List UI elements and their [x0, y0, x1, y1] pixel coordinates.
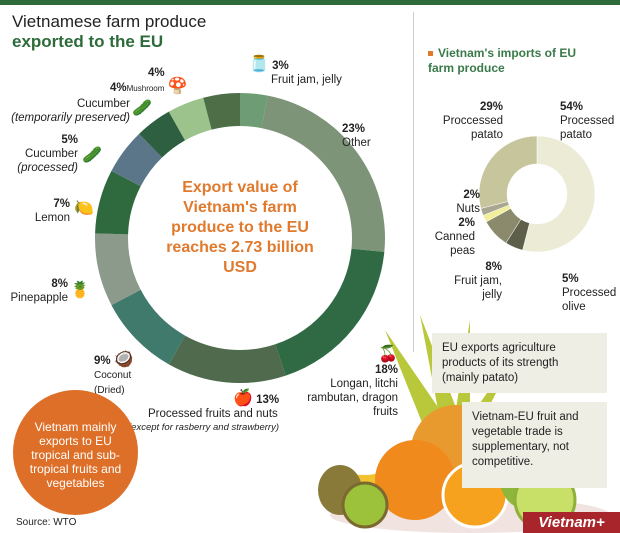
label-other: 23% Other [342, 123, 371, 149]
label-fruit-jam: 🫙 3% Fruit jam, jelly [249, 56, 342, 87]
label-cucumber-processed: 5% Cucumber (processed) [17, 134, 78, 174]
export-donut [95, 93, 385, 384]
orange-fruit [375, 440, 455, 520]
mushroom-icon: 🍄 [167, 78, 188, 95]
cucumber-icon: 🥒 [82, 147, 102, 164]
donut-slice-10 [203, 93, 240, 130]
label-pineapple: 8% Pinepapple [10, 278, 68, 304]
divider [413, 12, 414, 352]
label-imp-nuts: 2% Nuts [456, 189, 480, 215]
bullet-icon [428, 51, 433, 57]
donut-slice-9 [168, 97, 212, 141]
trade-note: Vietnam-EU fruit and vegetable trade is … [462, 402, 607, 488]
note-circle: Vietnam mainly exports to EU tropical an… [13, 390, 138, 515]
donut-slice-5 [95, 233, 141, 306]
center-text: Export value of Vietnam's farm produce t… [166, 179, 314, 276]
label-lemon: 7% Lemon [34, 198, 70, 224]
jar-icon: 🫙 [249, 56, 269, 73]
top-bar [0, 0, 620, 5]
eu-exports-note: EU exports agriculture products of its s… [432, 333, 607, 393]
source: Source: WTO [16, 517, 77, 528]
vietnamplus-logo: Vietnam+ [523, 512, 620, 533]
label-imp-proccessed-patato: 29% Proccessed patato [442, 101, 503, 141]
label-top-4pct: 4% [148, 67, 165, 79]
title-line2: exported to the EU [12, 32, 164, 51]
donut-slice-2 [275, 248, 385, 376]
label-processed-fruits: 🍎 13% Processed fruits and nuts (except … [128, 390, 280, 434]
donut-slice-3 [168, 335, 286, 384]
donut-slice-4 [111, 289, 186, 365]
lemon-icon: 🍋 [74, 200, 94, 217]
fruit-icon: 🍎 [233, 390, 253, 407]
coconut-icon: 🥥 [113, 351, 134, 368]
label-imp-processed-patato: 54% Processed patato [560, 101, 615, 141]
lychee-icon: 🍒 [378, 346, 398, 363]
donut-slice-5 [478, 135, 538, 209]
donut-slice-8 [139, 111, 186, 158]
label-imp-canned-peas: 2% Canned peas [434, 217, 475, 257]
label-imp-fruit-jam: 8% Fruit jam, jelly [454, 261, 502, 301]
donut-slice-1 [261, 95, 385, 252]
pickle-icon: 🥒 [132, 100, 152, 117]
import-donut [478, 135, 596, 253]
donut-slice-0 [240, 93, 268, 129]
donut-slice-0 [522, 135, 596, 253]
pineapple-icon: 🍍 [70, 282, 90, 299]
label-mushroom: 4%Mushroom 🍄 [110, 78, 188, 95]
kiwi-half [341, 481, 389, 529]
label-coconut: 9% 🥥 Coconut (Dried) [94, 351, 134, 397]
label-longan: 🍒 18% Longan, litchi rambutan, dragon fr… [307, 346, 398, 419]
donut-slice-7 [111, 133, 163, 187]
label-imp-olive: 5% Processed olive [562, 273, 617, 313]
imports-title: Vietnam's imports of EU farm produce [428, 46, 576, 75]
title-line1: Vietnamese farm produce [12, 12, 207, 31]
label-cucumber-temp: Cucumber (temporarily preserved) [11, 98, 130, 124]
donut-slice-6 [95, 170, 141, 235]
